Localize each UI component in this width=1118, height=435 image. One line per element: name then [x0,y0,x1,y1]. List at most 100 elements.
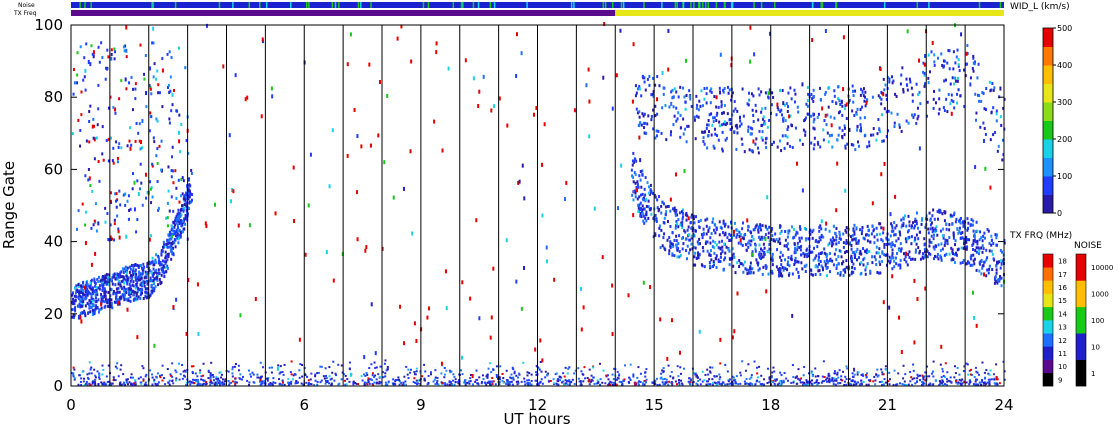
echo-cell [792,228,795,232]
echo-cell [727,247,730,251]
echo-cell [846,142,849,146]
echo-cell [936,233,939,237]
echo-cell [547,372,550,375]
echo-cell [107,283,110,287]
echo-cell [930,234,933,238]
echo-cell [684,100,687,104]
echo-cell [982,247,985,251]
echo-cell [249,373,252,376]
echo-cell [632,160,635,164]
echo-cell [817,382,820,385]
noise-strip-mark [704,2,707,8]
echo-cell [429,371,432,374]
echo-cell [871,95,874,99]
echo-cell [889,259,892,263]
echo-cell [989,369,992,372]
echo-cell [735,123,738,127]
echo-cell [89,368,92,371]
echo-cell [761,130,764,134]
echo-cell [928,383,931,386]
echo-cell [677,375,680,378]
echo-cell [145,272,148,276]
echo-cell [910,86,913,90]
echo-cell [83,56,86,60]
echo-cell [77,314,80,318]
echo-cell [310,372,313,375]
echo-cell [764,91,767,95]
echo-cell [743,233,746,237]
echo-cell [816,265,819,269]
echo-cell [902,377,905,380]
echo-cell [822,138,825,142]
echo-cell [481,374,484,377]
echo-cell [688,233,691,237]
echo-cell [118,189,121,193]
echo-cell [104,294,107,298]
echo-cell [965,362,968,365]
echo-cell [722,122,725,126]
echo-cell [194,379,197,382]
echo-cell [663,216,666,220]
echo-cell [645,204,648,208]
echo-cell [703,265,706,269]
echo-cell [104,290,107,294]
echo-cell [700,263,703,267]
echo-cell [125,48,128,53]
echo-cell [482,378,485,381]
echo-cell [945,97,948,101]
echo-cell [713,381,716,384]
echo-cell [98,374,101,377]
noise-strip-mark [526,2,528,8]
echo-cell [812,120,815,124]
echo-cell [949,376,952,379]
echo-cell [671,88,674,92]
echo-cell [368,62,371,67]
echo-cell [961,231,964,235]
echo-cell [215,377,218,380]
echo-cell [967,221,970,225]
echo-cell [360,144,363,149]
echo-cell [129,299,132,303]
echo-cell [607,378,610,381]
echo-cell [81,296,84,300]
echo-cell [750,239,753,243]
echo-cell [220,382,223,385]
echo-cell [745,378,748,381]
echo-cell [109,278,112,282]
echo-cell [520,306,523,311]
echo-cell [133,180,136,185]
echo-cell [935,225,938,229]
echo-cell [616,376,619,379]
echo-cell [374,366,377,369]
echo-cell [179,150,182,154]
echo-cell [923,375,926,378]
echo-cell [94,378,97,381]
echo-cell [292,374,295,377]
echo-cell [274,381,277,384]
echo-cell [898,315,901,320]
echo-cell [865,265,868,269]
echo-cell [541,162,544,167]
echo-cell [704,373,707,376]
echo-cell [988,383,991,386]
echo-cell [90,366,93,369]
echo-cell [128,81,131,85]
echo-cell [90,305,93,309]
echo-cell [891,224,894,228]
echo-cell [706,86,709,90]
echo-cell [680,372,683,375]
echo-cell [157,261,160,265]
echo-cell [103,294,106,298]
echo-cell [281,370,284,373]
echo-cell [823,260,826,264]
echo-cell [178,200,181,204]
echo-cell [921,383,924,386]
echo-cell [597,381,600,384]
echo-cell [644,375,647,378]
echo-cell [151,376,154,379]
echo-cell [120,270,123,274]
echo-cell [149,261,152,265]
echo-cell [863,116,866,120]
echo-cell [857,144,860,148]
echo-cell [910,235,913,239]
